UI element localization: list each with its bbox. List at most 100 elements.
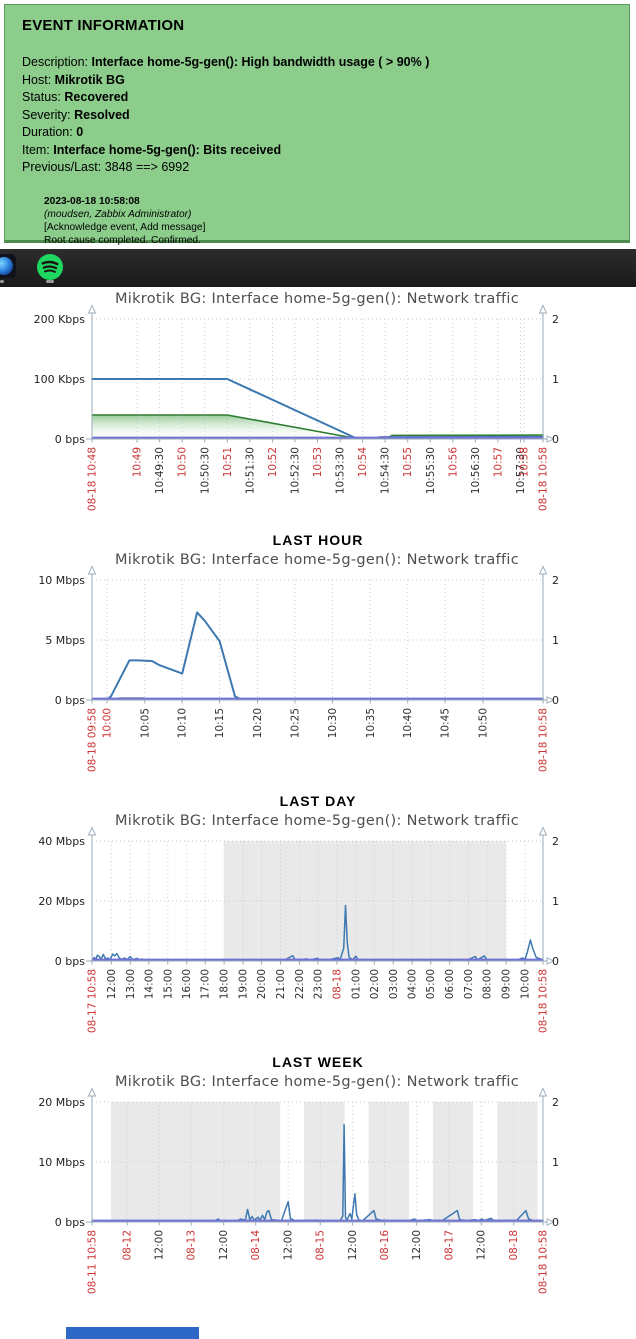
- svg-text:10:10: 10:10: [177, 708, 189, 738]
- svg-text:16:00: 16:00: [181, 969, 193, 999]
- svg-text:0: 0: [552, 1216, 559, 1229]
- svg-text:10:54: 10:54: [357, 447, 369, 478]
- svg-text:17:00: 17:00: [200, 969, 212, 999]
- section-header-last-day: LAST DAY: [279, 793, 357, 809]
- svg-text:10:30: 10:30: [327, 708, 339, 738]
- svg-text:10:56: 10:56: [447, 447, 459, 478]
- partial-app-icon[interactable]: [0, 254, 16, 278]
- svg-text:2: 2: [552, 835, 559, 848]
- svg-text:19:00: 19:00: [238, 969, 250, 999]
- svg-text:08-16: 08-16: [379, 1230, 391, 1261]
- svg-text:08-18: 08-18: [508, 1230, 520, 1261]
- svg-text:0: 0: [552, 955, 559, 968]
- acknowledgment-block: 2023-08-18 10:58:08 (moudsen, Zabbix Adm…: [44, 195, 613, 247]
- svg-text:10:00: 10:00: [101, 708, 113, 738]
- svg-text:2: 2: [552, 1096, 559, 1109]
- svg-text:10:45: 10:45: [440, 708, 452, 738]
- svg-text:10:52: 10:52: [267, 447, 279, 477]
- svg-text:Mikrotik BG: Interface home-5g: Mikrotik BG: Interface home-5g-gen(): Ne…: [115, 813, 519, 829]
- svg-text:10:51:30: 10:51:30: [244, 447, 256, 494]
- svg-text:08-18 10:58: 08-18 10:58: [538, 1230, 550, 1294]
- svg-text:07:00: 07:00: [463, 969, 475, 999]
- ack-timestamp: 2023-08-18 10:58:08: [44, 195, 140, 207]
- svg-text:10:05: 10:05: [139, 708, 151, 738]
- svg-text:10:53: 10:53: [312, 447, 324, 477]
- svg-text:10:56:30: 10:56:30: [470, 447, 482, 494]
- svg-text:10:52:30: 10:52:30: [289, 447, 301, 494]
- svg-text:0: 0: [552, 433, 559, 446]
- svg-text:08:00: 08:00: [482, 969, 494, 999]
- svg-text:10:50: 10:50: [478, 708, 490, 738]
- svg-text:1: 1: [552, 373, 559, 386]
- svg-text:1: 1: [552, 895, 559, 908]
- svg-text:05:00: 05:00: [425, 969, 437, 999]
- svg-text:10:49:30: 10:49:30: [154, 447, 166, 494]
- svg-text:08-11 10:58: 08-11 10:58: [87, 1230, 99, 1294]
- svg-text:22:00: 22:00: [294, 969, 306, 999]
- svg-text:08-15: 08-15: [315, 1230, 327, 1261]
- section-header-last-hour: LAST HOUR: [272, 532, 364, 548]
- svg-text:10:49: 10:49: [132, 447, 144, 477]
- svg-text:12:00: 12:00: [476, 1230, 488, 1260]
- event-field-status: Status: Recovered: [22, 90, 129, 104]
- svg-text:10:53:30: 10:53:30: [335, 447, 347, 494]
- spotify-glyph: [37, 254, 63, 280]
- svg-text:10:50: 10:50: [177, 447, 189, 477]
- ack-actions: [Acknowledge event, Add message]: [44, 221, 206, 233]
- svg-text:08-17 10:58: 08-17 10:58: [87, 969, 99, 1033]
- event-field-duration: Duration: 0: [22, 125, 84, 139]
- svg-text:10:25: 10:25: [289, 708, 301, 738]
- svg-text:10:50:30: 10:50:30: [199, 447, 211, 494]
- spotify-icon[interactable]: [37, 254, 63, 280]
- svg-text:20:00: 20:00: [256, 969, 268, 999]
- chart-last-day: 08-17 10:58 12:00 13:00 14:00 15:00 16:00 17:0…: [38, 813, 559, 1033]
- section-header-last-week: LAST WEEK: [272, 1054, 364, 1070]
- svg-text:20 Mbps: 20 Mbps: [38, 895, 85, 908]
- svg-text:08-14: 08-14: [250, 1230, 262, 1261]
- svg-text:09:00: 09:00: [501, 969, 513, 999]
- svg-text:12:00: 12:00: [283, 1230, 295, 1260]
- svg-text:1: 1: [552, 634, 559, 647]
- svg-text:100 Kbps: 100 Kbps: [34, 373, 86, 386]
- svg-text:12:00: 12:00: [411, 1230, 423, 1260]
- svg-text:1: 1: [552, 1156, 559, 1169]
- svg-text:10:15: 10:15: [214, 708, 226, 738]
- svg-text:08-18 10:58: 08-18 10:58: [538, 708, 550, 772]
- svg-text:14:00: 14:00: [143, 969, 155, 999]
- svg-text:12:00: 12:00: [154, 1230, 166, 1260]
- app-swirl-glyph: [0, 257, 13, 275]
- svg-text:21:00: 21:00: [275, 969, 287, 999]
- svg-text:12:00: 12:00: [347, 1230, 359, 1260]
- charts-area: 08-18 10:48 10:49 10:49:30 10:50 10:50:30 10:…: [0, 289, 636, 1305]
- event-field-host: Host: Mikrotik BG: [22, 72, 125, 87]
- svg-text:08-18 09:58: 08-18 09:58: [87, 708, 99, 772]
- svg-text:20 Mbps: 20 Mbps: [38, 1096, 85, 1109]
- svg-text:08-13: 08-13: [186, 1230, 198, 1261]
- svg-text:40 Mbps: 40 Mbps: [38, 835, 85, 848]
- svg-text:10:40: 10:40: [402, 708, 414, 738]
- event-information-box: EVENT INFORMATION Description: Interface…: [4, 4, 630, 246]
- taskbar: [0, 249, 636, 287]
- svg-text:0 bps: 0 bps: [55, 694, 85, 707]
- svg-text:10:57:30: 10:57:30: [515, 447, 527, 494]
- svg-text:2: 2: [552, 574, 559, 587]
- svg-text:200 Kbps: 200 Kbps: [34, 313, 86, 326]
- svg-text:10:55: 10:55: [402, 447, 414, 477]
- svg-text:06:00: 06:00: [444, 969, 456, 999]
- svg-text:0 bps: 0 bps: [55, 433, 85, 446]
- svg-text:12:00: 12:00: [106, 969, 118, 999]
- svg-text:08-18 10:58: 08-18 10:58: [538, 969, 550, 1033]
- svg-text:03:00: 03:00: [388, 969, 400, 999]
- running-indicator: [46, 280, 54, 283]
- chart-last-week: 08-11 10:58 08-12 12:00 08-13 12:00 08-14 12:0…: [38, 1074, 559, 1294]
- svg-text:2: 2: [552, 313, 559, 326]
- svg-text:02:00: 02:00: [369, 969, 381, 999]
- svg-text:23:00: 23:00: [312, 969, 324, 999]
- svg-text:10:57: 10:57: [492, 447, 504, 477]
- svg-text:10 Mbps: 10 Mbps: [38, 1156, 85, 1169]
- svg-text:18:00: 18:00: [219, 969, 231, 999]
- svg-text:0 bps: 0 bps: [55, 1216, 85, 1229]
- svg-text:10:55:30: 10:55:30: [425, 447, 437, 494]
- svg-text:08-18: 08-18: [331, 969, 343, 1000]
